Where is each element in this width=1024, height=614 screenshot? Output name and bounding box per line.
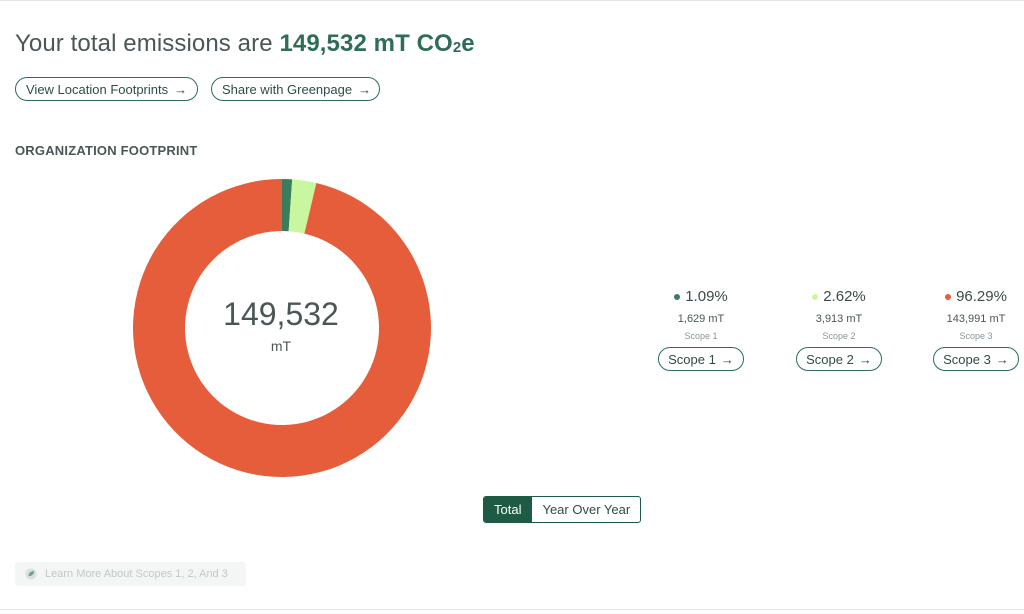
share-with-greenpage-button[interactable]: Share with Greenpage → <box>211 77 380 101</box>
section-title: ORGANIZATION FOOTPRINT <box>15 143 198 158</box>
donut-center-unit: mT <box>270 338 292 354</box>
scope-2-percent: 2.62% <box>784 288 894 305</box>
scope-1-label: Scope 1 <box>684 331 718 341</box>
scope-3-dot <box>945 293 952 300</box>
scope-1-stat: 1.09% 1,629 mT Scope 1 Scope 1 → <box>646 288 756 371</box>
view-location-footprints-button[interactable]: View Location Footprints → <box>15 77 198 101</box>
view-location-footprints-label: View Location Footprints <box>26 81 169 97</box>
share-with-greenpage-label: Share with Greenpage <box>222 81 353 97</box>
scope-2-button-label: Scope 2 <box>806 351 854 367</box>
toggle-total[interactable]: Total <box>484 497 532 522</box>
page-title: Your total emissions are 149,532 mT CO2e <box>15 30 475 58</box>
scope-1-dot <box>674 293 681 300</box>
scope-1-button[interactable]: Scope 1 → <box>658 347 744 371</box>
top-border <box>0 0 1024 1</box>
view-toggle: Total Year Over Year <box>483 496 642 523</box>
arrow-right-icon: → <box>720 351 734 367</box>
donut-center-total: 149,532 <box>223 296 339 332</box>
scope-3-percent: 96.29% <box>921 288 1024 305</box>
leaf-icon <box>25 568 37 580</box>
donut-slice-scope-1[interactable] <box>282 179 293 232</box>
arrow-right-icon: → <box>858 351 872 367</box>
headline-amount: 149,532 mT CO2e <box>279 30 475 57</box>
toggle-year-over-year[interactable]: Year Over Year <box>531 497 640 522</box>
donut-slice-scope-2[interactable] <box>288 179 317 234</box>
scope-2-amount: 3,913 mT <box>815 313 863 325</box>
scope-2-button[interactable]: Scope 2 → <box>796 347 882 371</box>
scope-3-button-label: Scope 3 <box>943 351 991 367</box>
headline-prefix: Your total emissions are <box>15 30 273 57</box>
scope-2-stat: 2.62% 3,913 mT Scope 2 Scope 2 → <box>784 288 894 371</box>
learn-more-label: Learn More About Scopes 1, 2, And 3 <box>45 568 228 580</box>
arrow-right-icon: → <box>995 351 1009 367</box>
scope-1-amount: 1,629 mT <box>677 313 725 325</box>
scope-3-button[interactable]: Scope 3 → <box>933 347 1019 371</box>
scope-3-stat: 96.29% 143,991 mT Scope 3 Scope 3 → <box>921 288 1024 371</box>
scope-1-button-label: Scope 1 <box>668 351 716 367</box>
donut-slice-scope-3[interactable] <box>132 179 431 477</box>
arrow-right-icon: → <box>174 81 188 97</box>
scope-2-dot <box>812 293 819 300</box>
arrow-right-icon: → <box>358 81 372 97</box>
scope-3-label: Scope 3 <box>959 331 993 341</box>
scope-1-percent: 1.09% <box>646 288 756 305</box>
learn-more-link[interactable]: Learn More About Scopes 1, 2, And 3 <box>15 562 246 586</box>
scope-2-label: Scope 2 <box>822 331 856 341</box>
emissions-donut-chart <box>132 179 431 477</box>
bottom-border <box>0 609 1024 610</box>
scope-3-amount: 143,991 mT <box>946 313 1006 325</box>
